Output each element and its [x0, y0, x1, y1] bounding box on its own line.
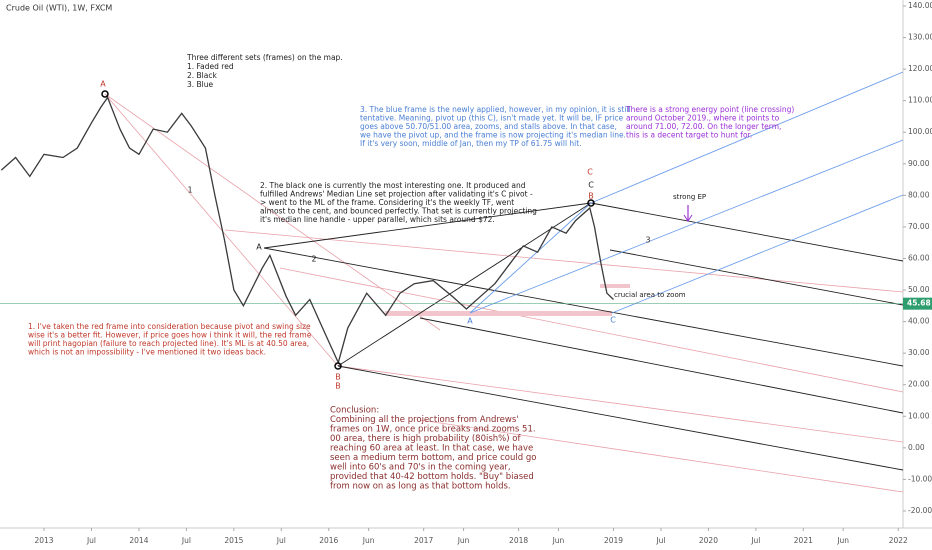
annotation: 3. The blue frame is the newly applied, …	[360, 105, 631, 114]
x-tick-label: 2019	[604, 536, 623, 545]
x-tick-label: Jul	[655, 536, 665, 545]
annotation: 1. Faded red	[187, 62, 234, 71]
y-tick-label: 50.00	[908, 285, 930, 294]
blue-frame	[469, 71, 904, 314]
target-zone	[600, 284, 630, 288]
x-tick-label: 2014	[129, 536, 148, 545]
annotation: 2. Black	[187, 71, 217, 80]
y-tick-label: 20.00	[908, 380, 930, 389]
annotation: > went to the ML of the frame. Consideri…	[260, 198, 514, 207]
annotation: provided that 40-42 bottom holds. "Buy" …	[330, 472, 534, 482]
annotation: 3. Blue	[187, 80, 214, 89]
y-tick-label: 130.00	[908, 33, 932, 42]
y-tick-label: 70.00	[908, 222, 930, 231]
annotation: seen a medium term bottom, and price cou…	[330, 453, 536, 463]
annotation: Three different sets (frames) on the map…	[186, 53, 343, 62]
y-tick-label: 60.00	[908, 253, 930, 262]
annotation: crucial area to zoom	[614, 291, 686, 299]
black-frame	[263, 202, 904, 471]
faded-red-frame	[104, 93, 904, 493]
annotation: Combining all the projections from Andre…	[330, 415, 519, 425]
y-tick-label: -20.00	[908, 506, 932, 515]
x-tick-label: 2013	[34, 536, 53, 545]
y-tick-label: 80.00	[908, 190, 930, 199]
annotation: well into 60's and 70's in the coming ye…	[330, 463, 511, 473]
price-line	[0, 96, 614, 365]
annotation: If it's very soon, middle of Jan, then m…	[360, 139, 582, 148]
y-tick-label: 10.00	[908, 411, 930, 420]
pivot-label: A	[100, 80, 106, 89]
x-tick-label: Jul	[86, 536, 96, 545]
x-tick-label: Jun	[457, 536, 470, 545]
annotation: reaching 60 area at least. In that case,…	[330, 444, 533, 454]
annotation: tentative. Meaning, pivot up (this C), i…	[360, 114, 623, 123]
annotation: goes above 50.70/51.00 area, zooms, and …	[360, 122, 617, 131]
y-tick-label: 0.00	[908, 443, 925, 452]
x-tick-label: Jul	[276, 536, 286, 545]
annotation: will print hagopian (failure to reach pr…	[28, 339, 309, 348]
x-tick-label: 2021	[794, 536, 813, 545]
pivot-label: 3	[645, 236, 650, 245]
annotation: 2. The black one is currently the most i…	[260, 181, 526, 190]
chart-title: Crude Oil (WTI), 1W, FXCM	[6, 4, 112, 13]
annotation: it's median line handle - upper parallel…	[260, 215, 495, 224]
ep-arrow-head	[683, 214, 693, 222]
pivot-label: B	[588, 192, 594, 201]
y-tick-label: 40.00	[908, 317, 930, 326]
pivot-label: A	[467, 317, 473, 326]
support-zone	[385, 311, 612, 316]
pivot-label: B	[335, 373, 341, 382]
x-tick-label: Jul	[181, 536, 191, 545]
x-tick-label: 2017	[414, 536, 433, 545]
y-tick-label: 110.00	[908, 96, 932, 105]
x-tick-label: 2020	[699, 536, 718, 545]
last-price-tag	[903, 297, 932, 310]
y-tick-label: -10.00	[908, 474, 932, 483]
x-tick-label: 2015	[224, 536, 243, 545]
annotation: from now on as long as that bottom holds…	[330, 482, 511, 492]
pivot-label: 1	[187, 186, 192, 195]
annotation: frames on 1W, once price breaks and zoom…	[330, 425, 536, 435]
pivot-label: C	[610, 316, 616, 325]
y-tick-label: 100.00	[908, 127, 932, 136]
annotation: 00 area, there is high probability (80is…	[330, 434, 521, 444]
x-tick-label: Jun	[552, 536, 565, 545]
pivot-label: A	[256, 243, 262, 252]
annotation: which is not an impossibility - I've men…	[28, 348, 266, 357]
pivot-marker	[334, 362, 342, 370]
annotation: strong EP	[673, 193, 706, 201]
y-tick-label: 30.00	[908, 348, 930, 357]
x-tick-label: 2022	[889, 536, 908, 545]
pivot-label: B	[335, 382, 341, 391]
pivot-marker	[587, 199, 595, 207]
annotation: 1. I've taken the red frame into conside…	[28, 322, 311, 331]
pivot-marker	[101, 90, 109, 98]
annotation: There is a strong energy point (line cro…	[625, 105, 794, 114]
last-price-label: 45.68	[907, 299, 931, 308]
annotation: around 71.00, 72.00. On the longer term,	[626, 122, 781, 131]
annotation: around October 2019., where it points to	[626, 114, 780, 123]
annotation: we have the pivot up, and the frame is n…	[360, 131, 626, 140]
annotation: wise it's a better fit. However, if pric…	[28, 331, 312, 340]
x-tick-label: 2016	[319, 536, 338, 545]
pivot-label: 2	[311, 255, 316, 264]
y-tick-label: 120.00	[908, 64, 932, 73]
y-tick-label: 90.00	[908, 159, 930, 168]
annotation: this is a decent target to hunt for.	[626, 131, 752, 140]
x-tick-label: Jul	[750, 536, 760, 545]
x-tick-label: Jun	[362, 536, 375, 545]
pivot-label: C	[588, 181, 594, 190]
x-tick-label: 2018	[509, 536, 528, 545]
annotation: almost to the cent, and bounced perfectl…	[260, 207, 537, 216]
x-tick-label: Jun	[836, 536, 849, 545]
pivot-label: C	[587, 168, 593, 177]
annotation: Conclusion:	[330, 406, 379, 416]
annotation: fulfilled Andrews' Median Line set proje…	[260, 190, 533, 199]
y-tick-label: 140.00	[908, 1, 932, 10]
